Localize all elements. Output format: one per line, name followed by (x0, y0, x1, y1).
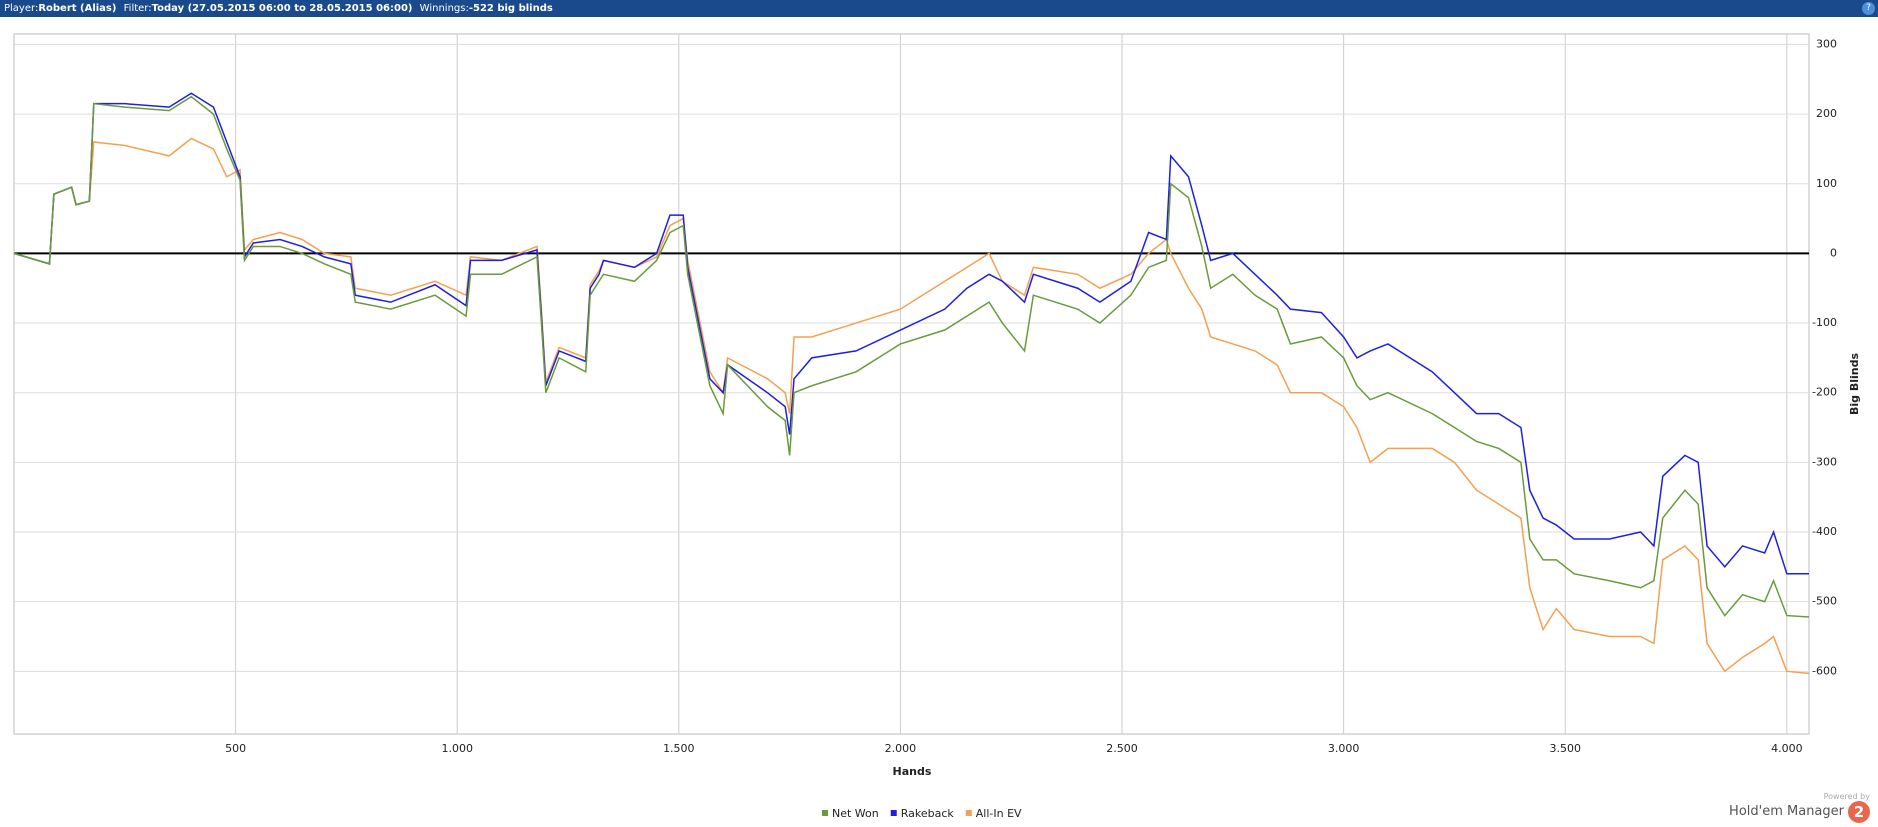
legend-label: Net Won (832, 807, 879, 820)
x-tick-label: 1.500 (663, 742, 695, 755)
plot-area (13, 33, 1810, 735)
legend-label: Rakeback (901, 807, 955, 820)
series-line (13, 92, 1809, 575)
filter-label: Filter: (123, 3, 152, 14)
x-tick-label: 1.000 (441, 742, 473, 755)
x-tick-label: 2.000 (885, 742, 917, 755)
legend-swatch (965, 810, 972, 816)
y-axis-label: Big Blinds (1848, 353, 1861, 415)
y-tick-label: -600 (1812, 664, 1837, 677)
player-label: Player: (4, 3, 39, 14)
branding: Powered by Hold'em Manager 2 (1729, 792, 1870, 823)
x-tick-label: 3.000 (1328, 742, 1360, 755)
series-line (13, 95, 1810, 618)
winnings-label: Winnings: (419, 3, 469, 14)
header-bar: Player:Robert (Alias) Filter:Today (27.0… (0, 0, 1878, 17)
product: Hold'em Manager (1729, 804, 1844, 819)
filter: Today (27.05.2015 06:00 to 28.05.2015 06… (151, 3, 413, 14)
logo: 2 (1848, 801, 1870, 823)
y-tick-label: 100 (1816, 177, 1837, 190)
y-tick-label: -400 (1812, 525, 1837, 538)
chart: Hands Big Blinds 500 1.000 1.500 2.000 2.500… (13, 33, 1861, 820)
y-tick-label: -100 (1812, 316, 1837, 329)
x-tick-label: 3.500 (1549, 742, 1581, 755)
x-tick-label: 2.500 (1106, 742, 1138, 755)
winnings: -522 big blinds (468, 3, 553, 14)
player: Robert (Alias) (38, 3, 117, 14)
legend-label: All-In EV (976, 807, 1022, 820)
help-button[interactable]: ? (1862, 2, 1875, 15)
powered-by: Powered by (1823, 792, 1870, 801)
x-tick-label: 500 (225, 742, 246, 755)
series-line (13, 137, 1810, 675)
y-tick-label: 300 (1816, 37, 1837, 50)
x-axis-label: Hands (893, 765, 932, 778)
x-tick-label: 4.000 (1771, 742, 1803, 755)
legend-swatch (890, 810, 897, 816)
y-tick-label: -300 (1812, 455, 1837, 468)
y-tick-label: -500 (1812, 595, 1837, 608)
legend-swatch (822, 810, 828, 816)
y-tick-label: 200 (1816, 107, 1837, 120)
y-tick-label: -200 (1812, 386, 1837, 399)
y-tick-label: 0 (1830, 246, 1837, 259)
